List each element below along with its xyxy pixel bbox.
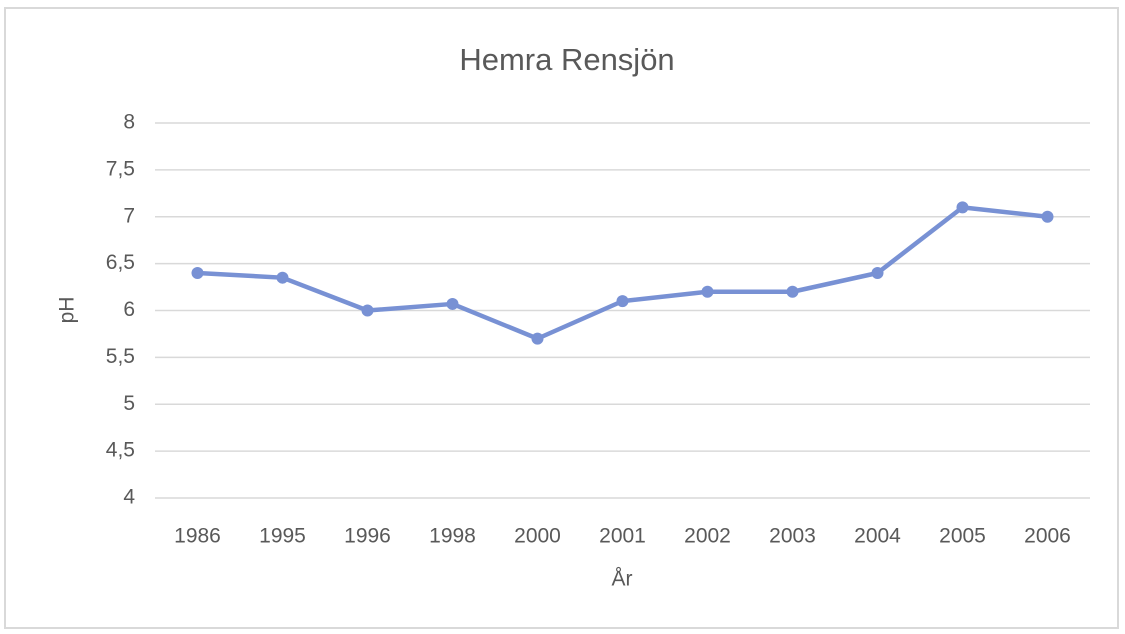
data-point [616,295,629,308]
data-point [786,285,799,298]
y-tick-label: 4 [123,486,135,509]
data-point [701,285,714,298]
y-tick-label: 5 [123,392,135,415]
x-tick-label: 1986 [174,525,221,548]
y-tick-label: 7,5 [106,157,135,180]
data-point [446,297,459,310]
data-point [531,332,544,345]
x-tick-label: 1998 [429,525,476,548]
x-tick-label: 1996 [344,525,391,548]
y-tick-label: 5,5 [106,345,135,368]
x-tick-label: 2003 [769,525,816,548]
data-point [191,267,204,279]
y-tick-label: 6,5 [106,251,135,274]
x-tick-label: 2002 [684,525,731,548]
data-point [276,271,289,284]
chart-frame [4,7,1119,629]
data-point [361,304,374,317]
y-tick-label: 8 [123,111,135,134]
chart-title: Hemra Rensjön [459,42,674,77]
x-tick-label: 2000 [514,525,561,548]
x-axis-label: År [612,568,633,591]
y-axis-label: pH [56,297,79,324]
data-point [956,201,969,214]
x-tick-label: 2005 [939,525,986,548]
y-tick-label: 7 [123,204,135,227]
x-tick-label: 1995 [259,525,306,548]
x-tick-label: 2004 [854,525,901,548]
y-tick-label: 6 [123,298,135,321]
x-tick-label: 2006 [1024,525,1071,548]
data-point [871,267,884,279]
data-point [1041,210,1054,223]
y-tick-label: 4,5 [106,439,135,462]
x-tick-label: 2001 [599,525,646,548]
